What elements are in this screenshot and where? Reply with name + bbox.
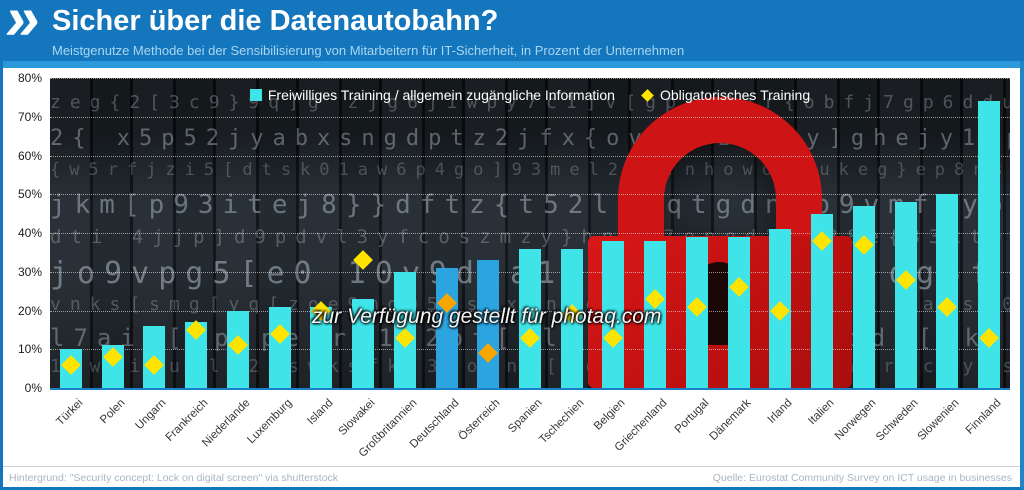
bar [518,248,541,388]
bar-group [634,78,676,388]
diamond-marker [353,250,373,271]
bar [268,306,291,388]
legend-label-voluntary: Freiwilliges Training / allgemein zugäng… [267,87,615,103]
bar [310,306,333,388]
gridline [50,194,1010,196]
bar [852,205,875,388]
watermark: zur Verfügung gestellt für photaq.com [312,305,662,328]
y-tick-label: 0% [24,381,42,395]
background-code-row: zeg{2[3c9}9q]g zjg6jiwpy7c1]v[gpxi1jr{ob… [50,92,1010,113]
bar-group [760,78,802,388]
oecd-chevron-logo-icon: » [1,0,42,53]
header-accent-strip [0,61,1024,68]
x-label: Island [306,393,358,427]
x-label: Türkei [54,393,109,428]
bar [185,322,208,388]
gridline [50,155,1010,157]
x-label: Finnland [964,393,1024,437]
bar-group [885,78,927,388]
padlock-keyhole-stem-icon [707,300,731,345]
header-bar: » Sicher über die Datenautobahn? Meistge… [0,0,1024,61]
bar [644,240,667,388]
x-label: Polen [98,393,148,426]
bar-group [50,78,92,388]
y-tick-label: 40% [17,226,42,240]
legend-item-voluntary: Freiwilliges Training / allgemein zugäng… [249,87,615,103]
bar-group [509,78,551,388]
bar [936,194,959,388]
bar-group [384,78,426,388]
background-code-row: 2{ x5p52jyabxsngdptz2jfx{ov0x0zchoy]ghej… [50,126,1010,151]
bar-group [342,78,384,388]
y-tick-label: 80% [17,71,42,85]
bar-group [133,78,175,388]
bar-group [217,78,259,388]
bar-group [843,78,885,388]
bar [727,236,750,388]
legend-bar-swatch-icon [249,89,262,101]
x-label: Italien [806,393,859,427]
bar [352,298,375,388]
page-title: Sicher über die Datenautobahn? [52,5,499,37]
x-axis-labels: Türkei Polen Ungarn Frankreich Niederlande Lu… [0,393,1024,465]
bar [811,213,834,388]
legend-label-mandatory: Obligatorisches Training [659,87,811,103]
bar-group [300,78,342,388]
bar-group [718,78,760,388]
y-tick-label: 10% [17,342,42,357]
bar-group [551,78,593,388]
y-tick-label: 70% [17,109,42,124]
y-tick-label: 60% [17,148,42,163]
bar-group [467,78,509,388]
bar-group [676,78,718,388]
y-axis: 80% 70% 60% 50% 40% 30% 20% 10% 0% [0,71,44,395]
footer-background-credit: Hintergrund: "Security concept: Lock on … [9,472,339,484]
bar-group [259,78,301,388]
bar-group [175,78,217,388]
bar-group [927,78,969,388]
page-subtitle: Meistgenutze Methode bei der Sensibilisi… [52,43,685,58]
bar-group [92,78,134,388]
y-tick-label: 50% [17,187,42,202]
footer: Hintergrund: "Security concept: Lock on … [3,466,1020,488]
chart-plot-area: zeg{2[3c9}9q]g zjg6jiwpy7c1]v[gpxi1jr{ob… [50,78,1010,390]
gridline [50,233,1010,234]
x-label-text: Türkei [54,397,86,429]
legend-item-mandatory: Obligatorisches Training [625,87,810,103]
y-tick-label: 30% [17,264,42,279]
y-tick-label: 20% [17,303,42,318]
bar-group [593,78,635,388]
legend: Freiwilliges Training / allgemein zugäng… [50,87,1010,103]
legend-diamond-swatch-icon [641,89,654,102]
bar [602,240,625,388]
bar-group [426,78,468,388]
bar-group [968,78,1010,388]
footer-source: Quelle: Eurostat Community Survey on ICT… [712,472,1012,484]
bar [978,101,1001,388]
gridline [50,78,1010,79]
bar [894,202,917,388]
bar-group [801,78,843,388]
x-label: Irland [766,393,815,426]
gridline [50,116,1010,118]
